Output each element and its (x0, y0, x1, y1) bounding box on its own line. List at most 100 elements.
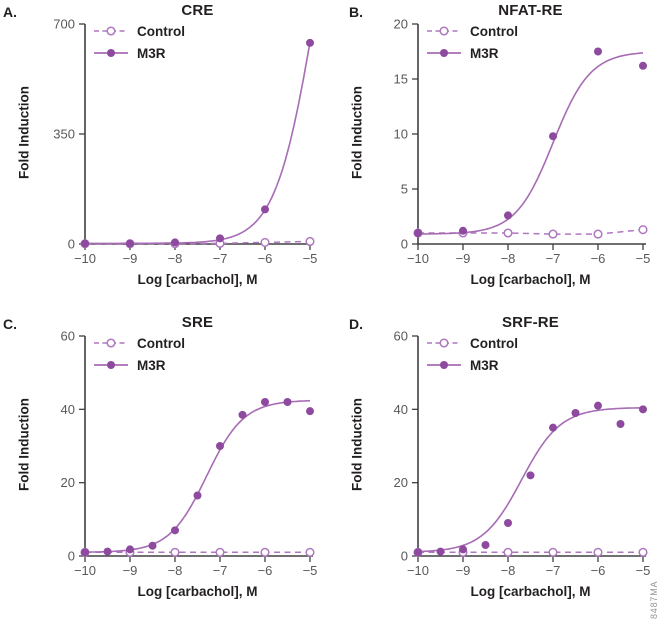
series-m3r (81, 398, 314, 557)
svg-text:−6: −6 (258, 251, 273, 266)
svg-text:−5: −5 (303, 251, 318, 266)
chart-canvas-sre: 0 20 40 60 −10 −9 −8 −7 −6 −5 (61, 329, 318, 579)
legend-label-control: Control (470, 23, 518, 39)
series-m3r (81, 38, 314, 248)
svg-text:−9: −9 (456, 251, 471, 266)
solid-line-filled-circle-icon (94, 361, 128, 369)
svg-text:−9: −9 (123, 563, 138, 578)
svg-text:−5: −5 (303, 563, 318, 578)
legend: Control M3R (426, 23, 518, 61)
svg-text:15: 15 (394, 72, 408, 87)
series-m3r (414, 47, 647, 237)
tick-labels: 0 5 10 15 20 −10 −9 −8 −7 −6 −5 (394, 17, 651, 267)
legend-label-m3r: M3R (137, 45, 166, 61)
legend-label-control: Control (470, 335, 518, 351)
svg-text:10: 10 (394, 127, 408, 142)
svg-text:−8: −8 (168, 563, 183, 578)
dashed-line-open-circle-icon (94, 338, 128, 348)
panel-sre: C. SRE 0 20 40 60 −10 −9 −8 −7 −6 −5 Control M3R … (0, 312, 332, 623)
panel-letter: A. (3, 4, 17, 20)
x-axis-label: Log [carbachol], M (470, 272, 591, 287)
tick-labels: 0 350 700 −10 −9 −8 −7 −6 −5 (53, 17, 317, 267)
legend-item-control: Control (93, 336, 185, 351)
legend-item-m3r: M3R (426, 45, 518, 61)
legend-item-m3r: M3R (426, 357, 518, 373)
svg-text:−7: −7 (213, 251, 228, 266)
svg-text:−8: −8 (501, 251, 516, 266)
svg-text:−7: −7 (213, 563, 228, 578)
y-axis-label: Fold Induction (16, 398, 32, 491)
svg-text:700: 700 (53, 17, 75, 32)
svg-text:5: 5 (401, 182, 408, 197)
svg-text:−10: −10 (74, 251, 96, 266)
solid-line-filled-circle-icon (427, 49, 461, 57)
tick-labels: 0 20 40 60 −10 −9 −8 −7 −6 −5 (61, 329, 318, 579)
svg-text:−5: −5 (636, 251, 651, 266)
panel-title: SRF-RE (501, 314, 560, 331)
svg-text:−7: −7 (546, 563, 561, 578)
panel-title: NFAT-RE (498, 2, 563, 19)
legend-item-m3r: M3R (93, 357, 185, 373)
svg-text:−9: −9 (456, 563, 471, 578)
x-axis-label: Log [carbachol], M (470, 584, 591, 599)
dashed-line-open-circle-icon (94, 26, 128, 36)
svg-text:40: 40 (394, 402, 408, 417)
legend: Control M3R (93, 23, 185, 61)
svg-text:−6: −6 (591, 251, 606, 266)
panel-title: SRE (181, 314, 214, 331)
x-axis-label: Log [carbachol], M (137, 584, 258, 599)
y-axis-label: Fold Induction (349, 86, 365, 179)
series-control (80, 547, 315, 557)
legend-item-m3r: M3R (93, 45, 185, 61)
svg-text:−6: −6 (591, 563, 606, 578)
solid-line-filled-circle-icon (94, 49, 128, 57)
legend-item-control: Control (426, 335, 518, 351)
svg-text:0: 0 (401, 549, 408, 564)
panel-letter: B. (349, 4, 363, 20)
svg-text:60: 60 (394, 329, 408, 344)
svg-text:−9: −9 (123, 251, 138, 266)
svg-text:20: 20 (394, 17, 408, 32)
svg-text:−10: −10 (407, 251, 429, 266)
y-axis-label: Fold Induction (16, 86, 32, 179)
legend-label-m3r: M3R (470, 357, 499, 373)
legend-label-m3r: M3R (470, 45, 499, 61)
panel-title: CRE (181, 2, 214, 19)
svg-text:0: 0 (68, 549, 75, 564)
legend: Control M3R (93, 336, 185, 373)
y-axis-label: Fold Induction (349, 398, 365, 491)
figure-number: 8487MA (649, 580, 659, 619)
svg-text:350: 350 (53, 127, 75, 142)
legend-label-control: Control (137, 23, 185, 39)
axes (412, 23, 646, 250)
panel-cre: A. CRE 0 350 700 −10 −9 −8 −7 −6 −5 Control M3R … (0, 0, 332, 311)
svg-text:0: 0 (68, 237, 75, 252)
legend-item-control: Control (426, 23, 518, 39)
svg-text:60: 60 (61, 329, 75, 344)
svg-text:−8: −8 (168, 251, 183, 266)
chart-canvas-srf-re: 0 20 40 60 −10 −9 −8 −7 −6 −5 (394, 329, 651, 579)
svg-text:20: 20 (394, 475, 408, 490)
svg-text:−10: −10 (74, 563, 96, 578)
chart-canvas-cre: 0 350 700 −10 −9 −8 −7 −6 −5 (53, 17, 317, 267)
legend-item-control: Control (93, 23, 185, 39)
svg-text:40: 40 (61, 402, 75, 417)
tick-labels: 0 20 40 60 −10 −9 −8 −7 −6 −5 (394, 329, 651, 579)
panel-letter: C. (3, 316, 17, 332)
svg-text:0: 0 (401, 237, 408, 252)
legend: Control M3R (426, 335, 518, 373)
svg-text:−10: −10 (407, 563, 429, 578)
legend-label-m3r: M3R (137, 357, 166, 373)
panel-srf-re: D. SRF-RE 0 20 40 60 −10 −9 −8 −7 −6 −5 Control M… (333, 312, 665, 623)
dashed-line-open-circle-icon (427, 26, 461, 36)
x-axis-label: Log [carbachol], M (137, 272, 258, 287)
svg-text:20: 20 (61, 475, 75, 490)
panel-nfat-re: B. NFAT-RE 0 5 10 15 20 −10 −9 −8 −7 −6 −5 Control… (333, 0, 665, 311)
svg-text:−5: −5 (636, 563, 651, 578)
dashed-line-open-circle-icon (427, 338, 461, 348)
series-control (413, 225, 648, 239)
svg-text:−6: −6 (258, 563, 273, 578)
svg-text:−7: −7 (546, 251, 561, 266)
series-m3r (414, 401, 647, 557)
